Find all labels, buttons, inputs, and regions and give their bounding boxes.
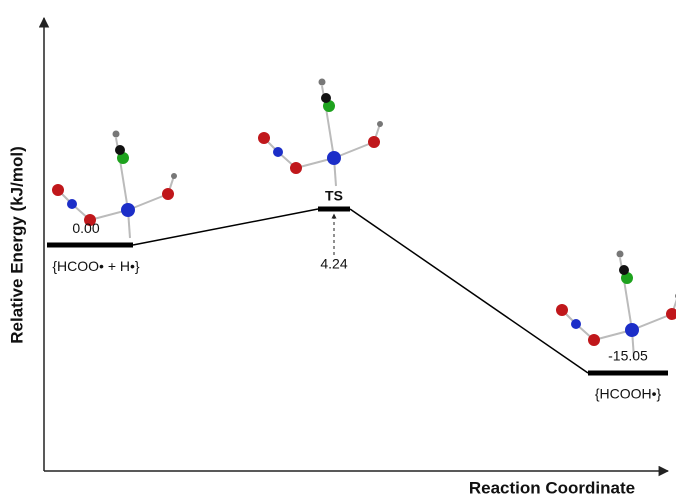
state-label: {HCOO• + H•}	[52, 258, 140, 274]
molecule-product	[556, 251, 676, 359]
y-axis-title: Relative Energy (kJ/mol)	[7, 146, 26, 343]
chart: {"chart_data": {"type": "energy_profile"…	[0, 0, 676, 499]
value-label: -15.05	[608, 348, 648, 364]
x-axis-title: Reaction Coordinate	[469, 478, 635, 497]
molecule-ts	[258, 79, 383, 187]
connector	[350, 209, 588, 373]
value-label: 0.00	[72, 220, 99, 236]
connector	[133, 209, 318, 245]
state-label: TS	[325, 188, 343, 204]
molecule-reactant	[52, 131, 177, 239]
value-label: 4.24	[320, 256, 347, 272]
state-label: {HCOOH•}	[595, 386, 662, 402]
